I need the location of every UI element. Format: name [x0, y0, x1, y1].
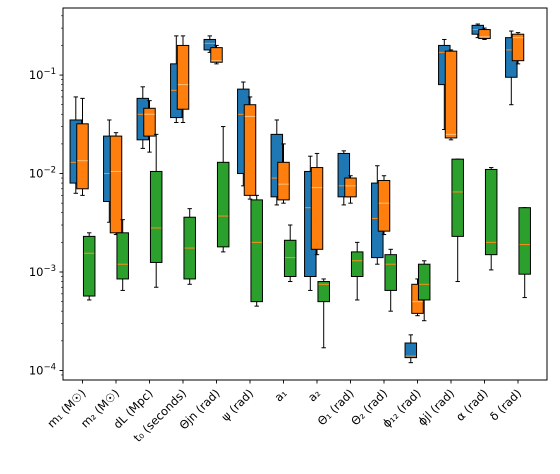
box-series-0	[203, 38, 217, 51]
x-tick-label: ψ (rad)	[218, 386, 256, 424]
box-series-1	[109, 135, 123, 234]
x-tick-label: Θ₁ (rad)	[315, 386, 357, 428]
box-series-2	[149, 170, 163, 263]
box-series-2	[116, 232, 129, 280]
box-series-1	[176, 44, 190, 110]
box-series-2	[518, 207, 531, 275]
box-series-1	[143, 107, 156, 137]
box-series-2	[451, 158, 464, 237]
box-series-1	[478, 29, 491, 40]
box-series-1	[310, 167, 324, 250]
y-tick-label: 10−2	[29, 166, 56, 181]
box-series-0	[337, 152, 351, 198]
box-series-1	[243, 104, 257, 196]
box-series-2	[350, 251, 364, 278]
box-series-2	[317, 281, 330, 303]
box-series-1	[444, 50, 458, 139]
box-series-1	[511, 33, 525, 62]
box-series-0	[404, 342, 418, 359]
box-series-1	[76, 123, 89, 190]
x-tick-label: ϕjl (rad)	[415, 386, 457, 428]
box-series-2	[384, 254, 397, 291]
plot-frame	[62, 7, 548, 381]
box-series-1	[344, 177, 357, 198]
x-tick-label: a₂	[305, 386, 323, 404]
box-series-1	[377, 179, 391, 232]
box-series-2	[216, 161, 230, 248]
y-tick-label: 10−1	[29, 67, 56, 82]
box-series-2	[283, 239, 297, 278]
y-tick-label: 10−4	[29, 362, 56, 377]
box-series-1	[210, 47, 223, 63]
box-series-2	[484, 168, 498, 256]
x-tick-label: α (rad)	[453, 386, 491, 424]
box-series-1	[277, 161, 290, 201]
box-series-2	[82, 235, 96, 297]
y-tick-label: 10−3	[29, 264, 56, 279]
x-tick-label: a₁	[271, 386, 289, 404]
box-series-2	[417, 263, 431, 301]
x-tick-label: δ (rad)	[487, 386, 524, 423]
box-series-2	[250, 199, 263, 303]
